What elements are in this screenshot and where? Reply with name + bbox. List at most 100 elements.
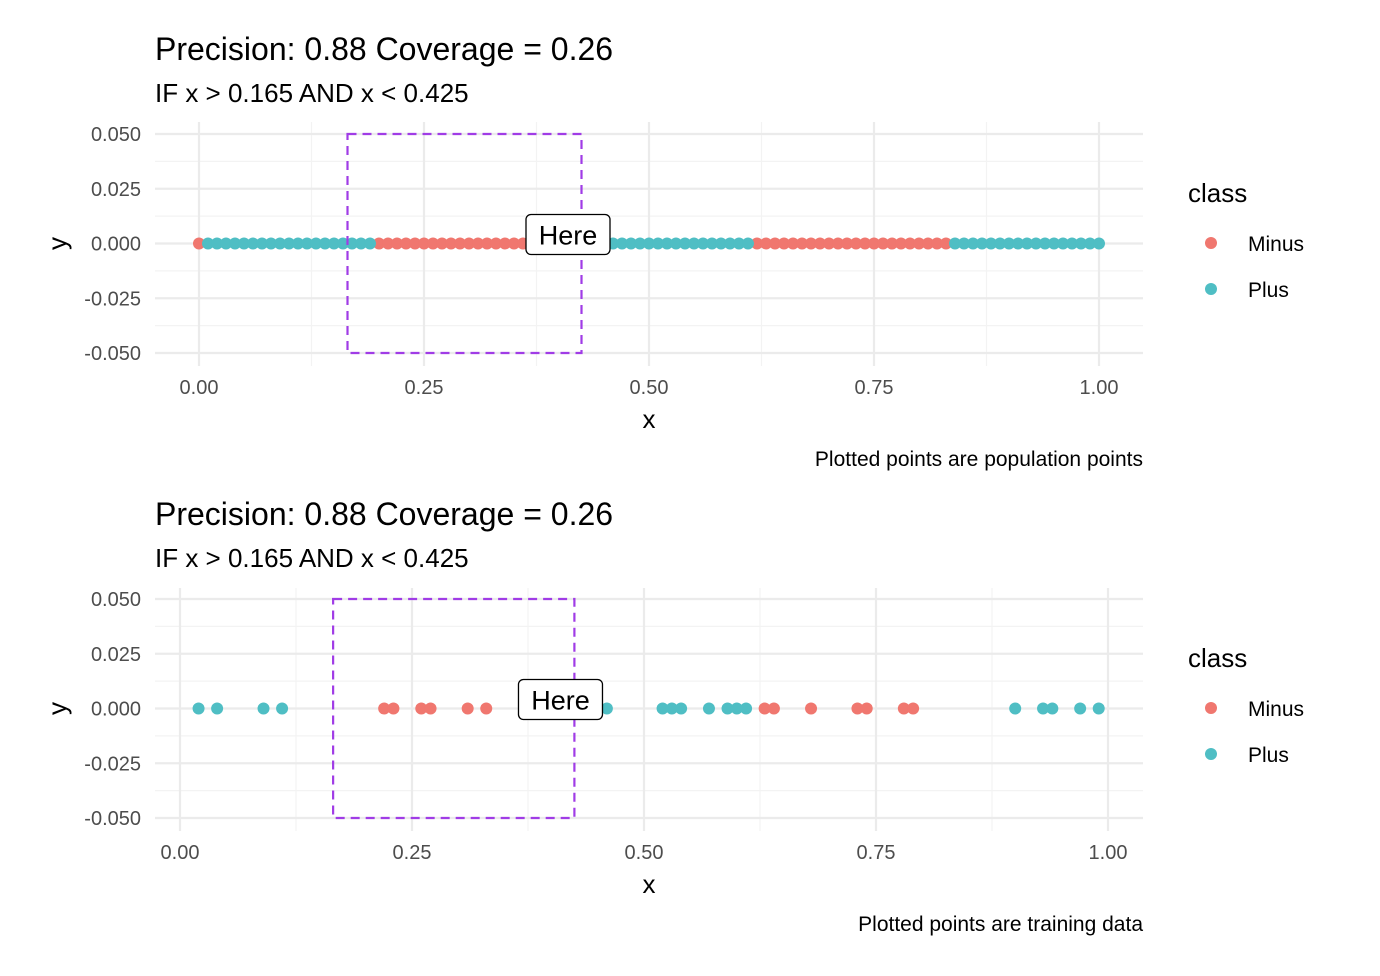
data-point: [1009, 702, 1022, 715]
data-point: [1003, 237, 1015, 250]
data-point: [814, 237, 826, 250]
data-point: [265, 237, 277, 250]
series-plus: [192, 702, 1105, 715]
data-point: [301, 237, 313, 250]
data-point: [949, 237, 961, 250]
data-point: [247, 237, 259, 250]
data-point: [193, 237, 205, 250]
data-point: [319, 237, 331, 250]
data-point: [454, 237, 466, 250]
data-point: [958, 237, 970, 250]
data-point: [276, 702, 289, 715]
data-point: [508, 237, 520, 250]
data-point: [424, 702, 437, 715]
data-point: [922, 237, 934, 250]
data-point: [751, 237, 763, 250]
data-point: [1092, 702, 1105, 715]
data-point: [688, 237, 700, 250]
y-tick-label: 0.000: [91, 699, 141, 721]
legend-label-plus: Plus: [1248, 279, 1289, 302]
data-point: [229, 237, 241, 250]
data-point: [721, 702, 734, 715]
x-tick-label: 0.25: [393, 842, 432, 864]
data-point: [851, 702, 864, 715]
data-point: [445, 237, 457, 250]
y-tick-label: -0.050: [84, 808, 141, 830]
data-point: [257, 702, 270, 715]
data-point: [1012, 237, 1024, 250]
data-point: [310, 237, 322, 250]
here-annotation: Here: [517, 678, 604, 721]
chart-panel-1: Precision: 0.88 Coverage = 0.26 IF x > 0.…: [42, 31, 1304, 471]
data-point: [625, 237, 637, 250]
data-point: [481, 237, 493, 250]
data-point: [675, 702, 688, 715]
data-point: [730, 702, 743, 715]
chart-title: Precision: 0.88 Coverage = 0.26: [155, 31, 613, 67]
data-point: [742, 237, 754, 250]
data-point: [913, 237, 925, 250]
data-point: [985, 237, 997, 250]
data-point: [897, 702, 910, 715]
data-point: [931, 237, 943, 250]
series-plus: [202, 237, 1105, 250]
data-point: [859, 237, 871, 250]
data-point: [904, 237, 916, 250]
data-point: [382, 237, 394, 250]
data-point: [702, 702, 715, 715]
y-tick-label: -0.025: [84, 753, 141, 775]
data-point: [600, 702, 613, 715]
data-point: [490, 237, 502, 250]
data-point: [724, 237, 736, 250]
data-point: [373, 237, 385, 250]
data-point: [472, 237, 484, 250]
here-label-box: [525, 213, 611, 256]
legend-title: class: [1188, 643, 1247, 673]
y-tick-label: -0.050: [84, 343, 141, 365]
data-point: [480, 702, 493, 715]
y-tick-label: 0.050: [91, 124, 141, 146]
chart-caption: Plotted points are population points: [815, 448, 1143, 471]
series-minus: [378, 702, 920, 715]
data-point: [976, 237, 988, 250]
legend-label-plus: Plus: [1248, 744, 1289, 767]
chart-subtitle: IF x > 0.165 AND x < 0.425: [155, 78, 469, 108]
y-tick-label: 0.025: [91, 179, 141, 201]
legend-label-minus: Minus: [1248, 698, 1304, 721]
x-tick-label: 0.25: [405, 377, 444, 399]
y-tick-label: 0.000: [91, 234, 141, 256]
legend-title: class: [1188, 178, 1247, 208]
x-axis-title: x: [643, 869, 656, 899]
data-point: [292, 237, 304, 250]
data-point: [415, 702, 428, 715]
data-point: [1084, 237, 1096, 250]
data-point: [940, 237, 952, 250]
data-point: [220, 237, 232, 250]
data-point: [409, 237, 421, 250]
legend: class Minus Plus: [1188, 178, 1304, 302]
data-point: [661, 237, 673, 250]
data-point: [886, 237, 898, 250]
data-point: [364, 237, 376, 250]
y-axis-title: y: [42, 702, 72, 715]
x-tick-label: 0.50: [625, 842, 664, 864]
data-point: [1048, 237, 1060, 250]
x-tick-label: 0.00: [161, 842, 200, 864]
data-point: [643, 237, 655, 250]
rule-region-box: [346, 132, 583, 355]
chart-caption: Plotted points are training data: [858, 913, 1143, 936]
y-tick-label: 0.025: [91, 644, 141, 666]
data-point: [656, 702, 669, 715]
data-point: [211, 702, 224, 715]
data-point: [400, 237, 412, 250]
data-point: [1066, 237, 1078, 250]
data-point: [868, 237, 880, 250]
data-point: [1093, 237, 1105, 250]
data-point: [634, 237, 646, 250]
data-point: [499, 237, 511, 250]
data-point: [767, 702, 780, 715]
data-point: [1075, 237, 1087, 250]
data-point: [895, 237, 907, 250]
chart-title: Precision: 0.88 Coverage = 0.26: [155, 496, 613, 532]
data-point: [355, 237, 367, 250]
